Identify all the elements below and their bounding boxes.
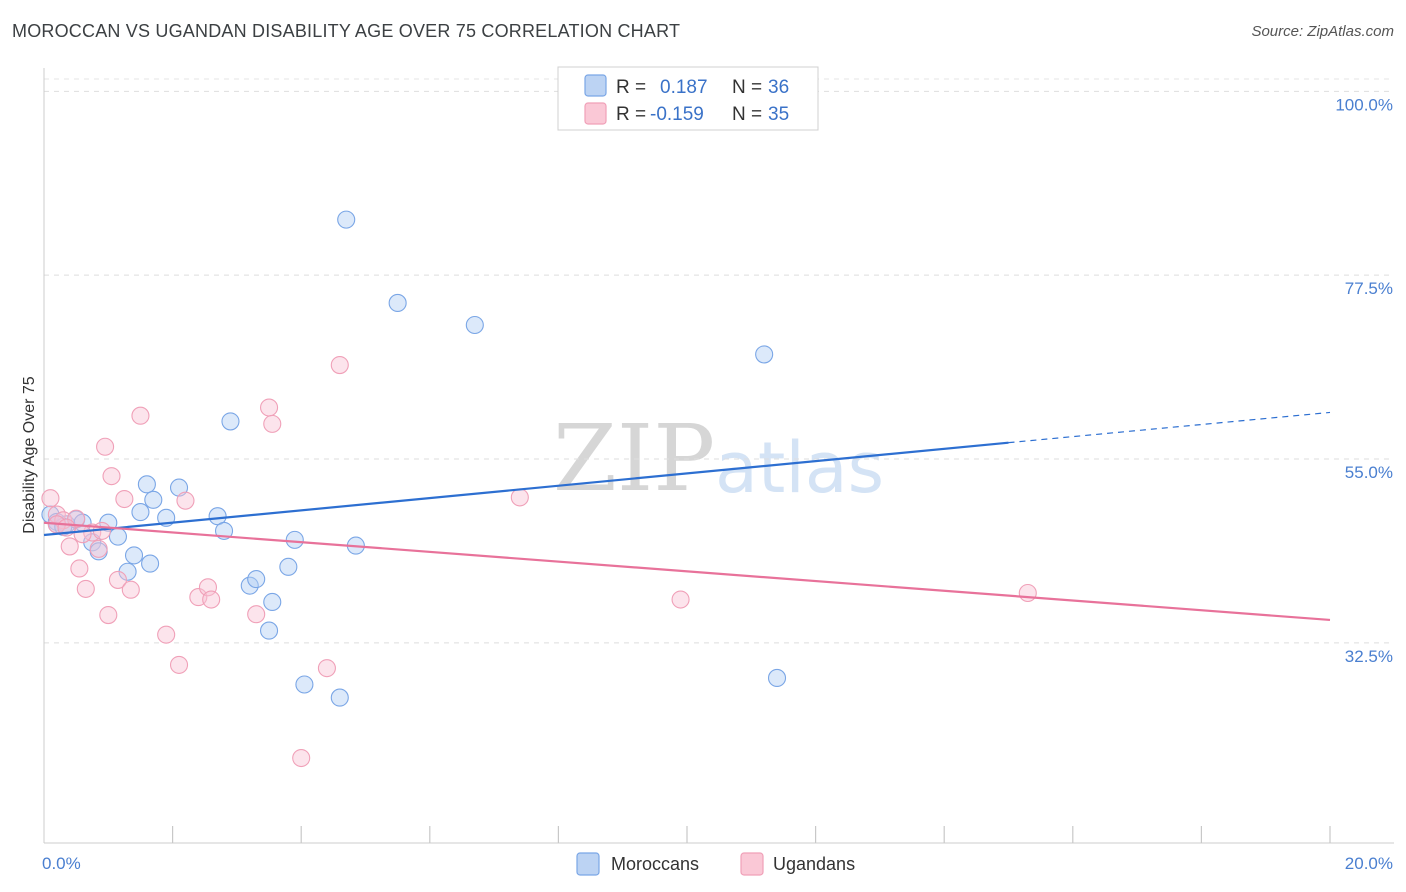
ugandan-point-3 — [60, 537, 79, 556]
x-tick-labels: 0.0% 20.0% — [42, 854, 1393, 873]
moroccan-point-18 — [221, 412, 240, 431]
moroccan-point-11 — [131, 503, 150, 522]
moroccan-point-29 — [388, 293, 407, 312]
gridlines — [44, 78, 1394, 644]
legend-n-label-2: N = — [732, 104, 762, 125]
ugandan-point-5 — [70, 559, 89, 578]
bottom-legend-moroccans: Moroccans — [611, 854, 699, 874]
ugandan-point-21 — [202, 590, 221, 609]
bottom-legend-swatch-moroccans — [576, 852, 600, 876]
moroccan-point-35 — [141, 554, 160, 573]
moroccan-point-8 — [108, 527, 127, 546]
moroccan-point-31 — [755, 345, 774, 364]
y-tick-label-1: 55.0% — [1345, 463, 1393, 482]
y-tick-label-2: 77.5% — [1345, 279, 1393, 298]
moroccan-point-32 — [767, 668, 787, 688]
ugandans-trend-line — [43, 521, 1331, 622]
moroccan-point-27 — [330, 688, 349, 707]
ugandan-point-17 — [169, 655, 189, 674]
ugandan-point-22 — [247, 605, 266, 624]
ugandan-point-6 — [76, 579, 95, 598]
ugandan-point-4 — [67, 509, 86, 528]
moroccan-point-12 — [137, 475, 156, 494]
ugandan-point-9 — [96, 437, 115, 456]
moroccan-point-26 — [295, 675, 314, 694]
moroccan-point-24 — [279, 557, 298, 576]
axes — [43, 68, 1394, 844]
moroccans-trend-extension — [1008, 411, 1331, 444]
ugandan-point-25 — [292, 748, 311, 768]
ugandan-point-26 — [317, 659, 336, 678]
x-tick-label-0: 0.0% — [42, 854, 81, 873]
moroccan-point-30 — [465, 315, 484, 335]
ugandan-point-0 — [41, 489, 60, 508]
y-axis-label: Disability Age Over 75 — [21, 376, 38, 534]
ugandan-point-10 — [99, 606, 118, 625]
legend-r-label-1: R = — [616, 77, 646, 98]
ugandan-point-23 — [259, 398, 279, 417]
y-tick-label-3: 100.0% — [1335, 95, 1393, 114]
ugandan-point-28 — [510, 488, 529, 507]
moroccan-point-21 — [259, 621, 279, 640]
legend-r-value-2: -0.159 — [650, 104, 704, 125]
moroccan-point-15 — [169, 478, 189, 497]
trend-lines — [43, 411, 1331, 622]
moroccan-point-23 — [337, 210, 356, 229]
ugandan-point-24 — [263, 414, 282, 433]
ugandan-point-29 — [671, 590, 690, 609]
legend-swatch-ugandans — [584, 102, 607, 125]
ugandan-point-11 — [102, 467, 121, 486]
bottom-legend-swatch-ugandans — [740, 852, 764, 876]
ugandan-point-27 — [330, 355, 349, 375]
y-tick-labels: 32.5% 55.0% 77.5% 100.0% — [1335, 95, 1393, 665]
moroccans-points — [41, 210, 787, 707]
legend-n-label-1: N = — [732, 77, 762, 98]
ugandan-point-15 — [131, 406, 150, 425]
ugandan-point-13 — [115, 489, 134, 509]
ugandan-point-8 — [89, 539, 108, 558]
series-legend: Moroccans Ugandans — [576, 852, 855, 876]
x-tick-label-1: 20.0% — [1345, 854, 1393, 873]
moroccan-point-22 — [263, 592, 282, 612]
moroccan-point-13 — [144, 490, 163, 509]
moroccan-point-10 — [124, 546, 144, 565]
legend-n-value-1: 36 — [768, 77, 789, 98]
ugandan-point-30 — [1018, 583, 1037, 603]
source-label: Source: ZipAtlas.com — [1251, 23, 1394, 40]
legend-swatch-moroccans — [584, 74, 607, 97]
bottom-legend-ugandans: Ugandans — [773, 854, 855, 874]
legend-r-label-2: R = — [616, 104, 646, 125]
moroccan-point-19 — [240, 576, 259, 595]
y-tick-label-0: 32.5% — [1345, 647, 1393, 666]
ugandan-point-14 — [121, 580, 140, 599]
correlation-legend: R = 0.187 N = 36 R = -0.159 N = 35 — [557, 66, 819, 131]
ugandans-points — [41, 355, 1037, 768]
legend-n-value-2: 35 — [768, 104, 789, 125]
ugandan-point-33 — [73, 525, 92, 544]
moroccans-trend-line — [43, 441, 1009, 537]
moroccan-point-20 — [247, 570, 266, 589]
moroccan-point-25 — [285, 530, 304, 549]
chart-title: MOROCCAN VS UGANDAN DISABILITY AGE OVER … — [12, 21, 681, 41]
ugandan-point-18 — [176, 491, 195, 510]
ugandan-point-16 — [157, 625, 176, 644]
legend-r-value-1: 0.187 — [660, 77, 708, 98]
ugandan-point-12 — [108, 570, 127, 589]
